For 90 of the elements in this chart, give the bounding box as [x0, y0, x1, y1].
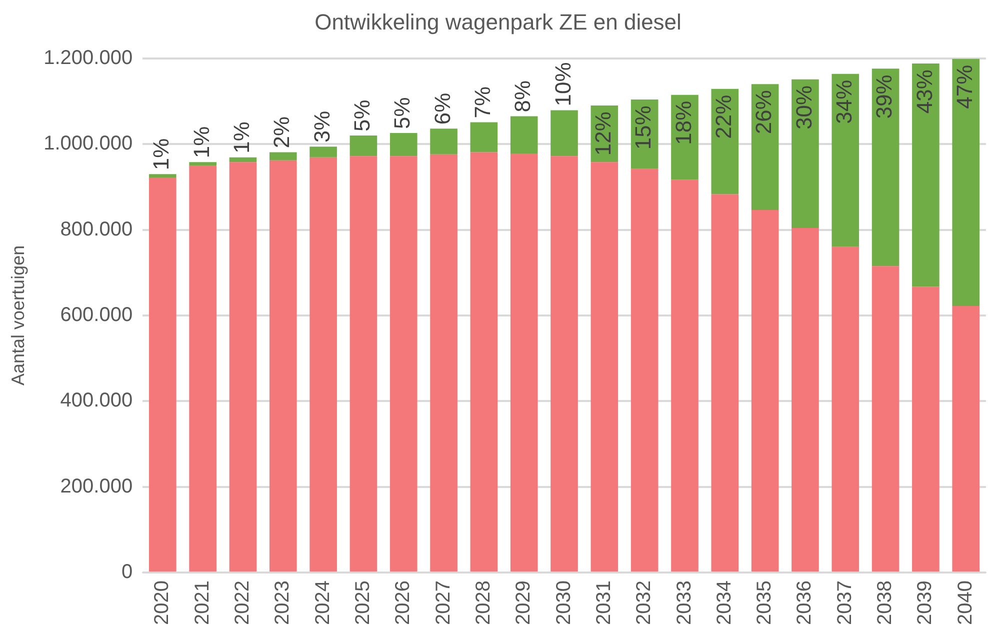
x-tick-label: 2032	[633, 580, 656, 626]
x-tick-label: 2034	[713, 580, 736, 626]
x-tick-label: 2029	[512, 580, 535, 626]
bar	[350, 156, 378, 572]
bar	[510, 154, 538, 572]
x-tick-label: 2038	[874, 580, 896, 626]
x-tick-label: 2027	[432, 580, 454, 626]
x-tick-label: 2024	[312, 580, 334, 626]
annotation: 15%	[630, 106, 656, 150]
x-tick-label: 2022	[231, 580, 254, 626]
bar	[510, 116, 538, 154]
y-axis-title: Aantal voertuigen	[8, 245, 28, 386]
bar	[149, 174, 176, 178]
bar	[952, 306, 980, 572]
annotation: 18%	[670, 100, 696, 145]
bar	[269, 160, 297, 572]
bar	[671, 180, 698, 572]
annotation: 8%	[510, 80, 536, 112]
annotation: 43%	[912, 70, 937, 114]
bar	[390, 132, 418, 156]
bar	[912, 64, 940, 287]
x-tick-label: 2030	[552, 580, 575, 626]
x-tick-label: 2028	[472, 580, 494, 626]
bar	[550, 110, 578, 156]
x-tick-label: 2040	[954, 580, 976, 626]
bar	[872, 266, 900, 572]
annotation: 47%	[952, 64, 977, 109]
annotation: 30%	[791, 85, 816, 130]
annotation: 6%	[430, 92, 455, 125]
x-tick-label: 2031	[592, 580, 615, 626]
y-tick-label: 0	[121, 561, 133, 584]
bar	[952, 58, 980, 306]
bar	[792, 228, 819, 572]
bar	[390, 156, 418, 572]
x-tick-label: 2039	[914, 580, 936, 626]
bar	[590, 162, 618, 572]
bar	[711, 88, 739, 194]
annotation: 1%	[229, 122, 254, 154]
x-tick-label: 2021	[191, 580, 214, 626]
annotation: 34%	[831, 80, 856, 124]
annotation: 26%	[751, 90, 776, 134]
bar	[229, 162, 257, 572]
bar	[350, 136, 378, 156]
x-tick-label: 2025	[352, 580, 374, 626]
bar	[229, 157, 257, 162]
x-tick-label: 2023	[272, 580, 294, 626]
annotation: 5%	[390, 97, 415, 129]
x-tick-label: 2035	[754, 580, 776, 626]
y-tick-label: 400.000	[60, 390, 133, 412]
x-tick-label: 2037	[834, 580, 856, 626]
annotation: 2%	[269, 116, 294, 148]
x-tick-label: 2026	[392, 580, 414, 626]
annotation: 12%	[590, 112, 616, 156]
annotation: 1%	[148, 138, 174, 170]
bar	[189, 166, 216, 572]
x-tick-label: 2020	[151, 580, 174, 626]
bar	[430, 154, 458, 572]
annotation: 7%	[470, 86, 495, 118]
bar	[832, 74, 860, 247]
bar	[630, 168, 658, 572]
annotation: 3%	[309, 110, 334, 143]
bar	[310, 157, 337, 572]
bar	[430, 128, 458, 154]
bar	[189, 162, 216, 166]
y-tick-label: 200.000	[60, 475, 133, 498]
y-tick-label: 1.000.000	[44, 132, 133, 155]
bar	[269, 152, 297, 160]
x-tick-label: 2036	[794, 580, 816, 626]
bar	[149, 178, 176, 572]
annotation: 22%	[710, 94, 736, 139]
annotation: 10%	[550, 62, 576, 106]
y-tick-label: 1.200.000	[44, 46, 133, 69]
chart-title: Ontwikkeling wagenpark ZE en diesel	[314, 9, 682, 34]
bar	[711, 194, 739, 572]
bar	[912, 286, 940, 572]
x-tick-label: 2033	[673, 580, 696, 626]
y-tick-label: 600.000	[60, 304, 133, 326]
bar	[872, 68, 900, 266]
bar	[751, 210, 779, 572]
bar	[470, 152, 498, 572]
annotation: 39%	[872, 74, 897, 119]
y-tick-label: 800.000	[60, 218, 133, 240]
bar	[751, 84, 779, 210]
bar	[832, 246, 860, 572]
annotation: 1%	[188, 126, 214, 158]
bar	[310, 146, 337, 158]
bar	[550, 156, 578, 572]
bar	[792, 79, 819, 228]
annotation: 5%	[350, 100, 375, 132]
bar	[470, 122, 498, 152]
